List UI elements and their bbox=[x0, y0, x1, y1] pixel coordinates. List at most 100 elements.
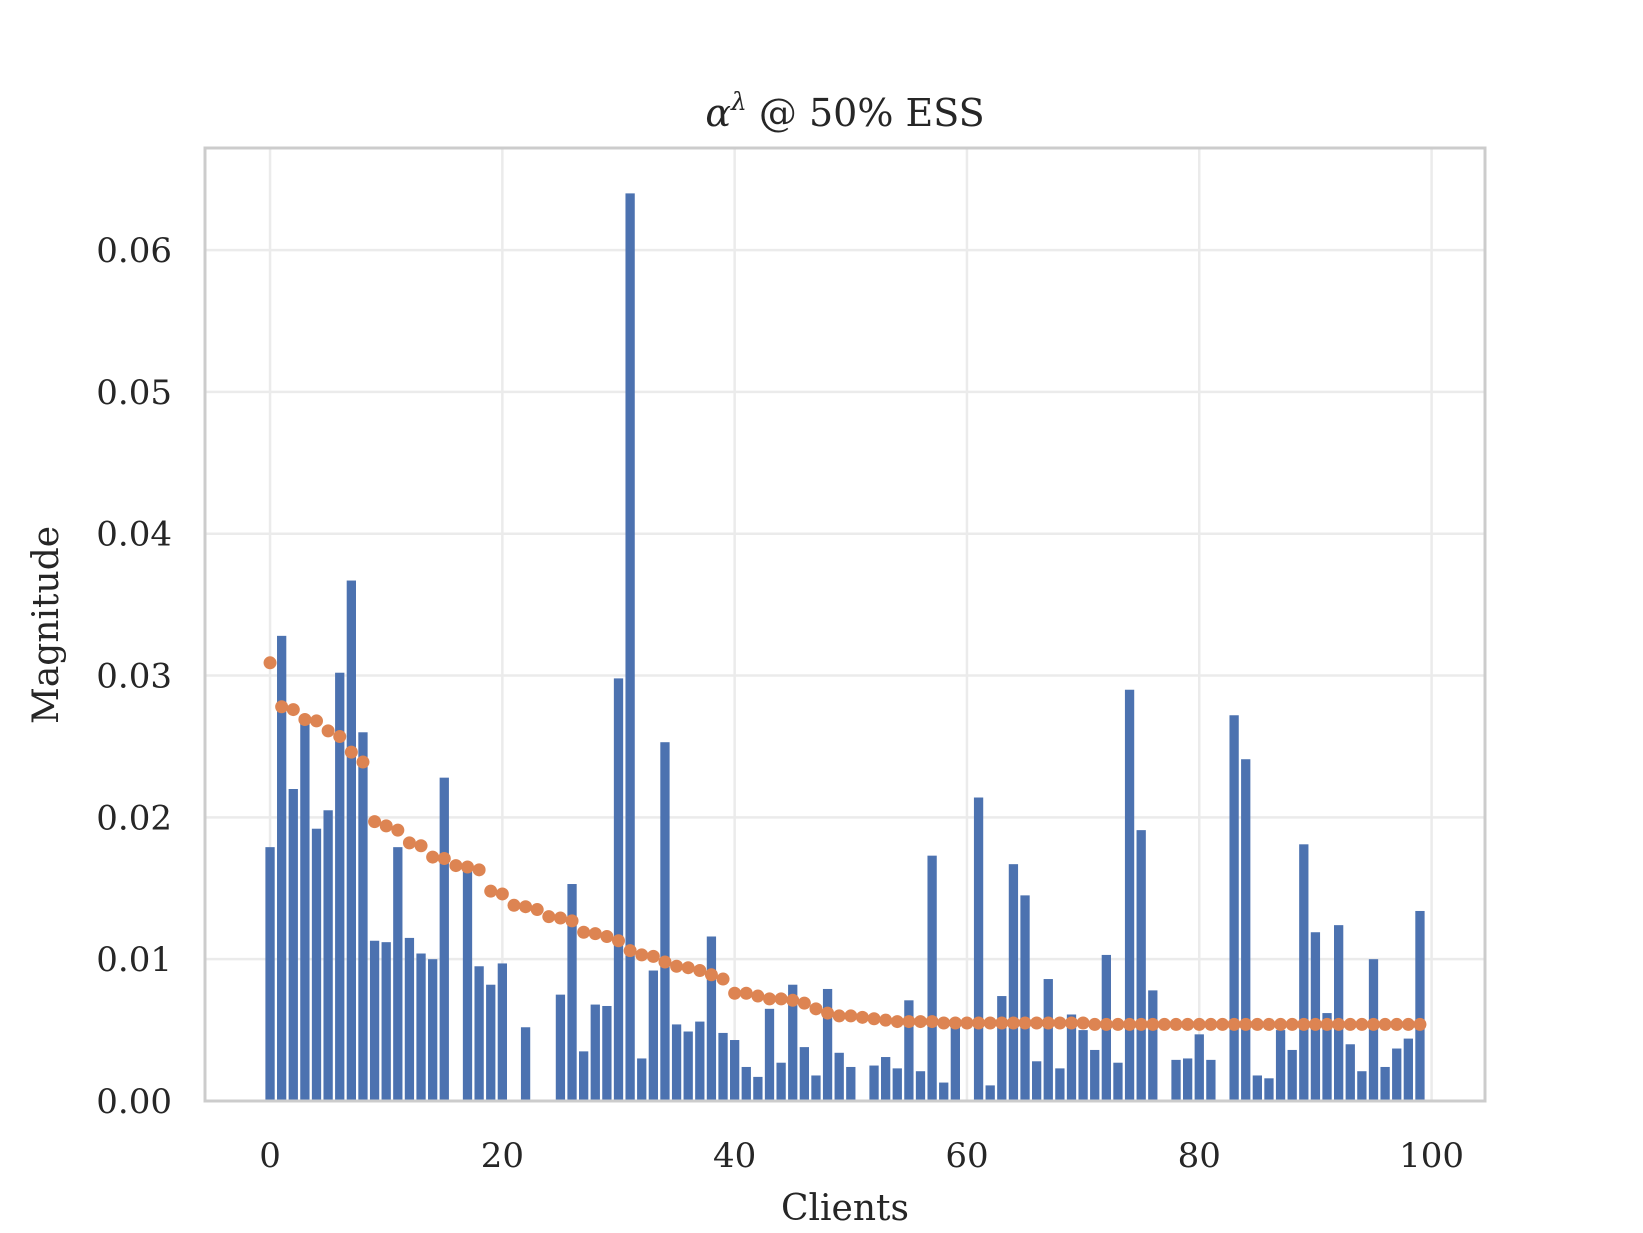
bar bbox=[648, 970, 658, 1101]
scatter-point bbox=[646, 949, 660, 963]
scatter-point bbox=[786, 993, 800, 1007]
bar bbox=[335, 672, 345, 1101]
bar bbox=[1124, 689, 1135, 1101]
x-tick-label: 20 bbox=[481, 1136, 524, 1176]
bar bbox=[265, 847, 275, 1101]
scatter-point bbox=[612, 934, 626, 948]
bar bbox=[892, 1068, 902, 1101]
bar bbox=[881, 1057, 891, 1101]
scatter-point bbox=[995, 1016, 1009, 1030]
scatter-point bbox=[983, 1016, 997, 1030]
scatter-point bbox=[1053, 1016, 1067, 1030]
y-tick-label: 0.06 bbox=[96, 231, 172, 271]
scatter-point bbox=[356, 755, 370, 769]
scatter-point bbox=[763, 992, 777, 1006]
scatter-point bbox=[1297, 1017, 1311, 1031]
scatter-point bbox=[1274, 1017, 1288, 1031]
scatter-point bbox=[1181, 1017, 1195, 1031]
bar bbox=[1357, 1071, 1367, 1101]
bar bbox=[625, 193, 635, 1101]
bar bbox=[277, 635, 287, 1101]
bar bbox=[1299, 844, 1309, 1101]
bar bbox=[1183, 1058, 1193, 1101]
bar bbox=[1113, 1062, 1123, 1101]
scatter-point bbox=[704, 968, 718, 982]
bar bbox=[1206, 1059, 1216, 1101]
scatter-point bbox=[1134, 1017, 1148, 1031]
y-tick-label: 0.03 bbox=[96, 657, 172, 697]
scatter-point bbox=[1123, 1017, 1137, 1031]
bar bbox=[1043, 979, 1053, 1101]
bar bbox=[915, 1071, 926, 1101]
scatter-point bbox=[1076, 1016, 1090, 1030]
bar bbox=[1415, 910, 1425, 1101]
scatter-point bbox=[1030, 1016, 1044, 1030]
scatter-point bbox=[948, 1016, 962, 1030]
scatter-point bbox=[867, 1012, 881, 1026]
y-tick-labels: 0.00 0.01 0.02 0.03 0.04 0.05 0.06 bbox=[96, 231, 172, 1122]
scatter-point bbox=[1169, 1017, 1183, 1031]
scatter-point bbox=[925, 1015, 939, 1029]
chart-title-base: α bbox=[705, 91, 731, 135]
bar bbox=[822, 988, 833, 1101]
scatter-point bbox=[670, 959, 684, 973]
bar bbox=[323, 810, 333, 1101]
scatter-point bbox=[298, 713, 312, 727]
bar bbox=[404, 937, 415, 1101]
scatter-point bbox=[1192, 1017, 1206, 1031]
x-tick-label: 80 bbox=[1178, 1136, 1221, 1176]
bar bbox=[834, 1052, 844, 1101]
scatter-point bbox=[1215, 1017, 1229, 1031]
bar bbox=[1008, 864, 1019, 1101]
bar bbox=[683, 1031, 693, 1101]
scatter-point bbox=[832, 1009, 846, 1023]
bar bbox=[1403, 1038, 1413, 1101]
bar bbox=[462, 871, 473, 1101]
bar bbox=[753, 1076, 763, 1101]
bar bbox=[730, 1040, 740, 1101]
scatter-point bbox=[1332, 1017, 1346, 1031]
bar bbox=[799, 1047, 809, 1101]
scatter-point bbox=[623, 944, 637, 958]
scatter-point bbox=[368, 815, 382, 829]
scatter-point bbox=[402, 836, 416, 850]
scatter-point bbox=[1239, 1017, 1253, 1031]
y-tick-label: 0.02 bbox=[96, 798, 172, 838]
scatter-point bbox=[1157, 1017, 1171, 1031]
bar bbox=[288, 789, 298, 1101]
chart-title: αλ @ 50% ESS bbox=[705, 87, 984, 135]
scatter-point bbox=[1401, 1017, 1415, 1031]
bar bbox=[1229, 715, 1239, 1101]
bar bbox=[660, 742, 670, 1101]
bar bbox=[393, 847, 403, 1101]
scatter-point bbox=[1227, 1017, 1241, 1031]
bar bbox=[602, 1005, 612, 1101]
bar bbox=[1078, 1030, 1088, 1101]
scatter-point bbox=[449, 859, 463, 873]
scatter-point bbox=[774, 992, 788, 1006]
bar bbox=[520, 1027, 531, 1101]
scatter-point bbox=[333, 730, 347, 744]
scatter-point bbox=[530, 903, 544, 917]
scatter-point bbox=[275, 700, 289, 714]
bar bbox=[718, 1032, 728, 1101]
scatter-point bbox=[716, 972, 730, 986]
scatter-point bbox=[693, 964, 707, 978]
scatter-point bbox=[658, 955, 672, 969]
bar bbox=[416, 953, 426, 1101]
bar bbox=[985, 1085, 995, 1101]
scatter-point bbox=[519, 900, 533, 914]
scatter-point bbox=[879, 1013, 893, 1027]
y-tick-label: 0.01 bbox=[96, 940, 172, 980]
bar bbox=[950, 1023, 960, 1101]
bar bbox=[706, 936, 717, 1101]
scatter-point bbox=[565, 914, 579, 928]
bar bbox=[1055, 1068, 1065, 1101]
scatter-point bbox=[507, 898, 521, 912]
scatter-point bbox=[600, 929, 614, 943]
bar bbox=[1310, 932, 1321, 1101]
bar bbox=[1345, 1044, 1355, 1101]
y-tick-label: 0.04 bbox=[96, 515, 172, 555]
scatter-point bbox=[437, 851, 451, 865]
